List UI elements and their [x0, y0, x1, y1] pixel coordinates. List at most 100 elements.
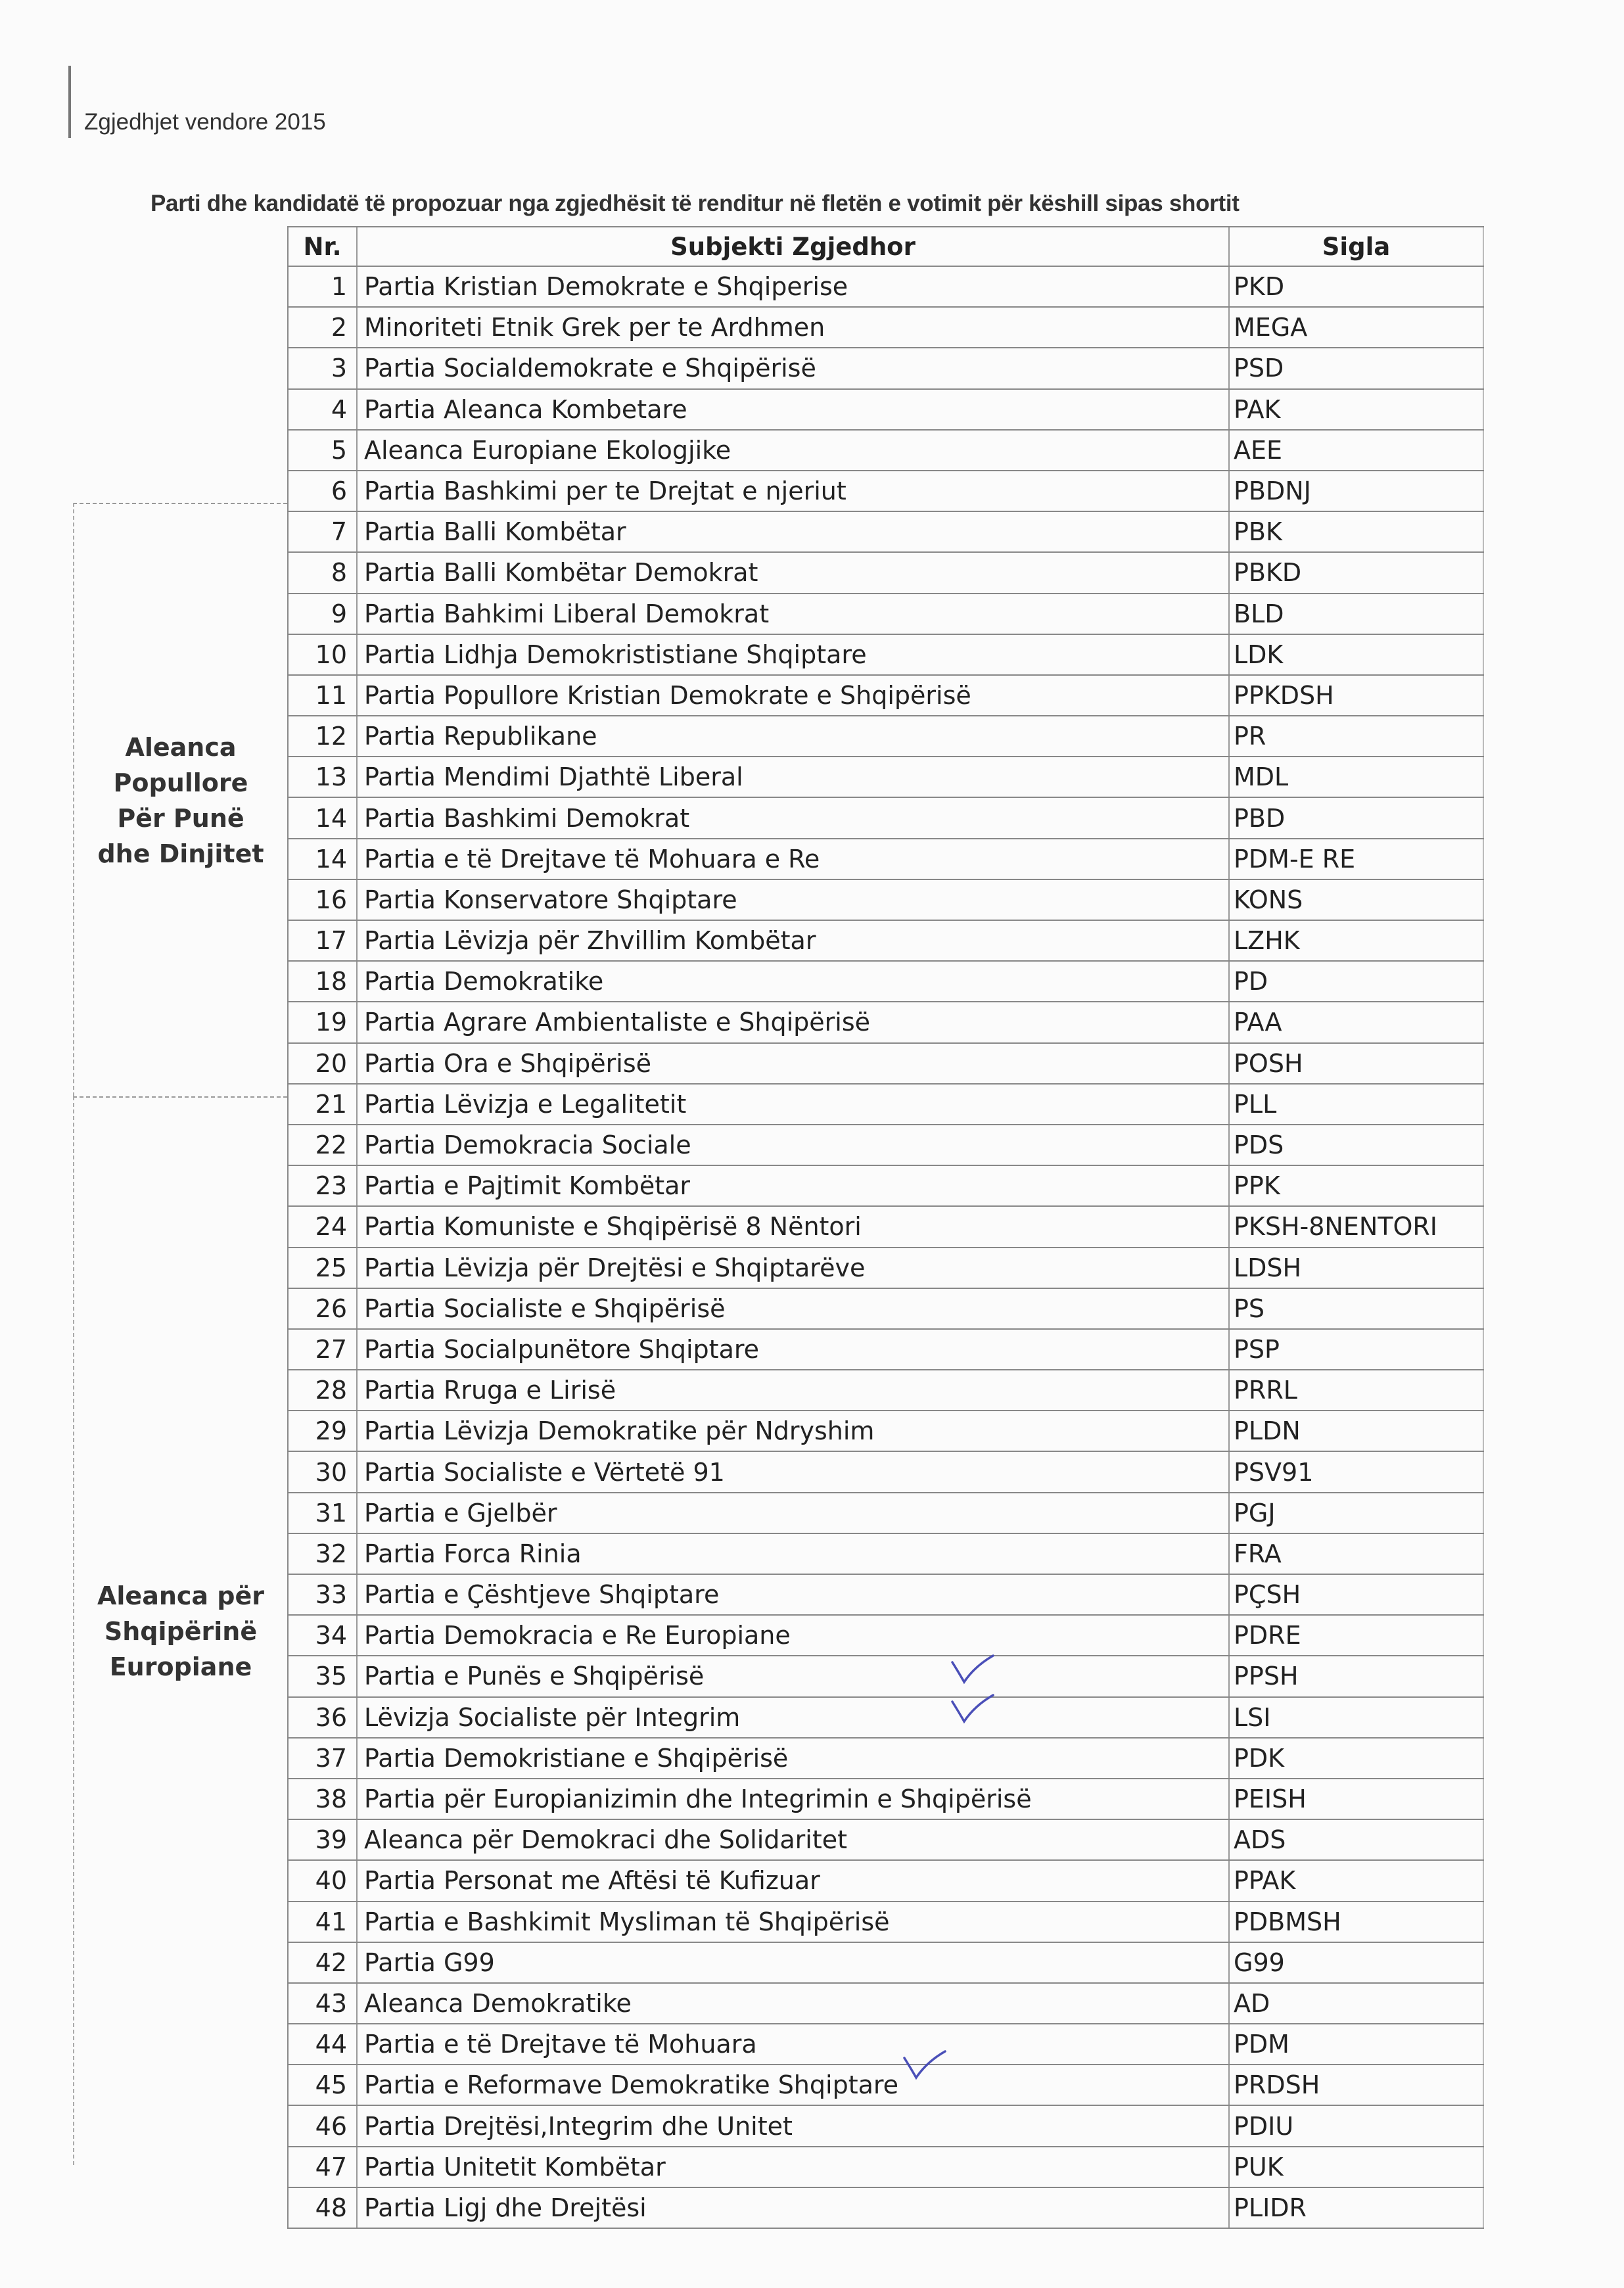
- table-row: 5 Aleanca Europiane Ekologjike AEE: [287, 430, 1484, 471]
- table-row: 27 Partia Socialpunëtore Shqiptare PSP: [287, 1329, 1484, 1371]
- row-number: 39: [287, 1820, 358, 1860]
- row-number: 2: [287, 308, 358, 348]
- document-title: Zgjedhjet vendore 2015: [84, 109, 326, 135]
- table-row: 36 Lëvizja Socialiste për Integrim LSI: [287, 1697, 1484, 1739]
- row-subject: Partia për Europianizimin dhe Integrimin…: [358, 1779, 1230, 1819]
- row-sigla: PLL: [1230, 1084, 1484, 1124]
- row-sigla: PRRL: [1230, 1370, 1484, 1411]
- row-subject: Partia e Reformave Demokratike Shqiptare: [358, 2065, 1230, 2105]
- row-subject: Partia e Bashkimit Mysliman të Shqipëris…: [358, 1902, 1230, 1942]
- row-number: 4: [287, 389, 358, 429]
- row-subject: Partia Lëvizja e Legalitetit: [358, 1084, 1230, 1124]
- row-subject: Aleanca Demokratike: [358, 1983, 1230, 2024]
- row-subject: Partia e Gjelbër: [358, 1493, 1230, 1533]
- row-subject: Partia Balli Kombëtar: [358, 512, 1230, 552]
- table-row: 3 Partia Socialdemokrate e Shqipërisë PSD: [287, 348, 1484, 390]
- row-subject: Partia Ligj dhe Drejtësi: [358, 2187, 1230, 2228]
- table-row: 38 Partia për Europianizimin dhe Integrim…: [287, 1779, 1484, 1821]
- row-number: 22: [287, 1125, 358, 1165]
- row-number: 16: [287, 879, 358, 920]
- row-subject: Partia Balli Kombëtar Demokrat: [358, 553, 1230, 593]
- row-sigla: PPSH: [1230, 1656, 1484, 1696]
- row-subject: Partia Kristian Demokrate e Shqiperise: [358, 267, 1230, 307]
- row-sigla: PKSH-8NENTORI: [1230, 1207, 1484, 1247]
- row-sigla: PDS: [1230, 1125, 1484, 1165]
- parties-table: Nr. Subjekti Zgjedhor Sigla 1 Partia Kris…: [287, 226, 1484, 2229]
- table-row: 28 Partia Rruga e Lirisë PRRL: [287, 1370, 1484, 1412]
- row-number: 18: [287, 962, 358, 1002]
- coalition-group-label: Aleanca për Shqipërinë Europiane: [73, 1096, 287, 2165]
- row-number: 8: [287, 553, 358, 593]
- table-row: 35 Partia e Punës e Shqipërisë PPSH: [287, 1656, 1484, 1698]
- table-header: Nr. Subjekti Zgjedhor Sigla: [287, 226, 1484, 267]
- table-row: 44 Partia e të Drejtave të Mohuara PDM: [287, 2024, 1484, 2066]
- row-subject: Partia Demokratike: [358, 962, 1230, 1002]
- table-row: 23 Partia e Pajtimit Kombëtar PPK: [287, 1166, 1484, 1207]
- row-subject: Partia Lidhja Demokrististiane Shqiptare: [358, 634, 1230, 674]
- table-row: 31 Partia e Gjelbër PGJ: [287, 1493, 1484, 1534]
- row-number: 34: [287, 1616, 358, 1656]
- table-row: 10 Partia Lidhja Demokrististiane Shqipta…: [287, 634, 1484, 676]
- row-number: 14: [287, 839, 358, 879]
- row-subject: Partia e të Drejtave të Mohuara e Re: [358, 839, 1230, 879]
- row-subject: Partia Aleanca Kombetare: [358, 389, 1230, 429]
- row-subject: Partia e Punës e Shqipërisë: [358, 1656, 1230, 1696]
- row-number: 28: [287, 1370, 358, 1411]
- row-subject: Partia Rruga e Lirisë: [358, 1370, 1230, 1411]
- row-sigla: PBDNJ: [1230, 471, 1484, 511]
- row-subject: Partia G99: [358, 1942, 1230, 1982]
- table-row: 43 Aleanca Demokratike AD: [287, 1983, 1484, 2025]
- row-number: 29: [287, 1411, 358, 1451]
- row-number: 20: [287, 1043, 358, 1083]
- row-sigla: PDM-E RE: [1230, 839, 1484, 879]
- row-subject: Partia Konservatore Shqiptare: [358, 879, 1230, 920]
- row-subject: Partia Unitetit Kombëtar: [358, 2147, 1230, 2187]
- row-subject: Partia e Çështjeve Shqiptare: [358, 1575, 1230, 1615]
- row-subject: Partia Komuniste e Shqipërisë 8 Nëntori: [358, 1207, 1230, 1247]
- row-sigla: PPK: [1230, 1166, 1484, 1206]
- table-row: 17 Partia Lëvizja për Zhvillim Kombëtar LZ…: [287, 921, 1484, 962]
- row-number: 27: [287, 1329, 358, 1370]
- table-row: 13 Partia Mendimi Djathtë Liberal MDL: [287, 757, 1484, 799]
- row-sigla: PDRE: [1230, 1616, 1484, 1656]
- row-sigla: AEE: [1230, 430, 1484, 470]
- table-row: 2 Minoriteti Etnik Grek per te Ardhmen MEG…: [287, 308, 1484, 349]
- table-row: 33 Partia e Çështjeve Shqiptare PÇSH: [287, 1575, 1484, 1616]
- table-row: 26 Partia Socialiste e Shqipërisë PS: [287, 1288, 1484, 1330]
- row-sigla: PÇSH: [1230, 1575, 1484, 1615]
- table-row: 29 Partia Lëvizja Demokratike për Ndryshi…: [287, 1411, 1484, 1453]
- header-nr: Nr.: [287, 227, 358, 266]
- row-subject: Partia e Pajtimit Kombëtar: [358, 1166, 1230, 1206]
- table-row: 14 Partia Bashkimi Demokrat PBD: [287, 798, 1484, 839]
- row-sigla: PAA: [1230, 1002, 1484, 1042]
- row-number: 41: [287, 1902, 358, 1942]
- row-subject: Aleanca Europiane Ekologjike: [358, 430, 1230, 470]
- table-row: 37 Partia Demokristiane e Shqipërisë PDK: [287, 1738, 1484, 1779]
- coalition-group-label: Aleanca Popullore Për Punë dhe Dinjitet: [73, 503, 287, 1097]
- table-row: 21 Partia Lëvizja e Legalitetit PLL: [287, 1084, 1484, 1125]
- row-sigla: PSP: [1230, 1329, 1484, 1370]
- row-sigla: POSH: [1230, 1043, 1484, 1083]
- table-row: 40 Partia Personat me Aftësi të Kufizuar P…: [287, 1861, 1484, 1902]
- row-subject: Minoriteti Etnik Grek per te Ardhmen: [358, 308, 1230, 348]
- row-sigla: BLD: [1230, 594, 1484, 634]
- row-subject: Partia Lëvizja për Zhvillim Kombëtar: [358, 921, 1230, 961]
- row-sigla: ADS: [1230, 1820, 1484, 1860]
- table-row: 47 Partia Unitetit Kombëtar PUK: [287, 2147, 1484, 2188]
- table-row: 24 Partia Komuniste e Shqipërisë 8 Nëntor…: [287, 1207, 1484, 1248]
- row-subject: Partia Socialiste e Vërtetë 91: [358, 1452, 1230, 1492]
- row-sigla: PDIU: [1230, 2106, 1484, 2146]
- row-sigla: PDM: [1230, 2024, 1484, 2065]
- table-row: 14 Partia e të Drejtave të Mohuara e Re PD…: [287, 839, 1484, 880]
- row-sigla: PBK: [1230, 512, 1484, 552]
- table-row: 48 Partia Ligj dhe Drejtësi PLIDR: [287, 2187, 1484, 2229]
- table-row: 19 Partia Agrare Ambientaliste e Shqipëri…: [287, 1002, 1484, 1044]
- table-row: 16 Partia Konservatore Shqiptare KONS: [287, 879, 1484, 921]
- table-row: 8 Partia Balli Kombëtar Demokrat PBKD: [287, 553, 1484, 594]
- row-sigla: PS: [1230, 1288, 1484, 1328]
- row-number: 33: [287, 1575, 358, 1615]
- row-number: 40: [287, 1861, 358, 1901]
- row-number: 46: [287, 2106, 358, 2146]
- row-sigla: PBD: [1230, 798, 1484, 838]
- row-subject: Partia Demokristiane e Shqipërisë: [358, 1738, 1230, 1778]
